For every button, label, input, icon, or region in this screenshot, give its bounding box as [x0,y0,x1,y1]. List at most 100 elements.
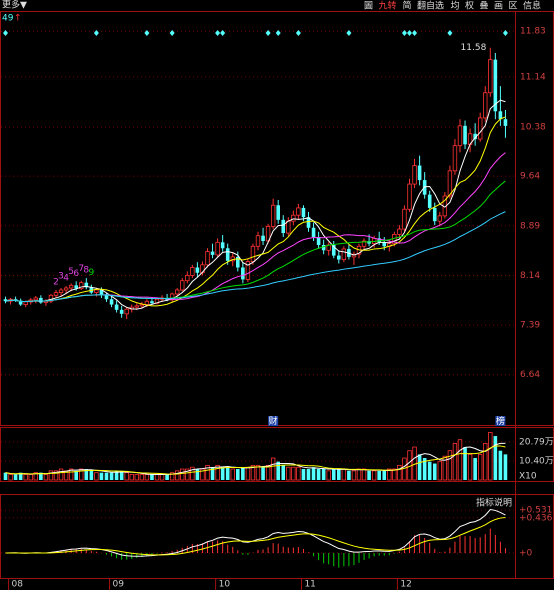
sequence-label: 6 [73,269,79,279]
volume-bar [306,469,311,480]
volume-ma-line [5,445,506,475]
volume-bar [442,455,448,481]
toolbar-button[interactable]: 均 [451,0,460,12]
volume-bar [23,474,28,481]
volume-bar [114,470,119,480]
toolbar-button[interactable]: 叠 [480,1,489,12]
toolbar-button[interactable]: 信息 [523,0,541,12]
candle-body [447,170,453,197]
signal-marker[interactable] [3,30,8,36]
candle-body [53,292,59,296]
toolbar-button[interactable]: 圖 [364,1,373,12]
sequence-label: 2 [53,277,59,287]
volume-bar [190,466,195,481]
volume-bar [447,450,453,481]
candle-body [483,92,488,119]
volume-bar [174,470,180,481]
signal-marker[interactable] [169,30,175,36]
volume-bar [43,474,49,481]
signal-marker[interactable] [275,30,281,36]
toolbar-button[interactable]: 翻自选 [417,0,444,12]
candle-body [488,59,493,94]
toolbar-button[interactable]: 权 [465,0,474,12]
signal-marker[interactable] [93,30,99,36]
candle-body [180,280,185,291]
toolbar-button[interactable]: 简 [403,0,412,12]
signal-marker[interactable] [144,30,150,36]
menu[interactable]: 更多▼ [2,0,27,11]
toolbar-button[interactable]: 画 [494,1,503,12]
signal-marker[interactable] [401,30,407,36]
toolbar-button[interactable]: 区 [509,1,518,12]
signal-marker[interactable] [412,30,418,36]
macd-dea [5,516,506,556]
volume-bar [377,470,381,480]
event-marker-box[interactable] [495,416,506,426]
volume-bar [241,467,245,480]
candle-body [477,117,483,140]
volume-bar [261,467,265,480]
candle-body [250,245,256,262]
volume-bar [8,474,13,481]
candle-body [210,251,215,255]
volume-bar [417,454,422,480]
candle-body [417,165,422,181]
ma-line [5,152,506,302]
signal-marker[interactable] [295,30,301,36]
volume-bar [493,436,498,480]
volume-bar [326,470,331,481]
volume-bar [265,464,271,481]
candle-body [205,251,210,266]
event-marker[interactable]: 榜 [496,415,505,427]
volume-bar [225,467,230,480]
volume-bar [180,468,185,481]
volume-bar [33,472,38,481]
volume-bar [351,470,357,481]
signal-marker[interactable] [265,30,271,36]
volume-bar [144,474,150,481]
event-marker-box[interactable] [268,416,279,426]
candle-body [139,304,145,307]
signal-marker[interactable] [502,30,508,36]
toolbar-button[interactable]: 九转 [379,0,397,12]
candle-body [427,194,432,208]
volume-bar [473,458,477,480]
volume-bar [99,472,104,480]
candle-body [341,248,347,260]
signal-marker[interactable] [447,30,453,36]
candle-body [39,297,43,303]
candle-body [190,267,195,276]
candle-body [503,119,508,126]
candle-body [195,267,200,273]
ma-line [5,211,506,302]
volume-bar [316,469,321,480]
signal-marker[interactable] [220,30,226,36]
signal-marker[interactable] [346,30,352,36]
volume-bar [432,463,437,480]
candle-body [18,300,23,305]
volume-bar [341,468,347,481]
volume-bar [236,469,240,480]
volume-bar [220,467,225,480]
volume-bar [18,472,23,480]
macd-title: 指标说明 [476,497,512,509]
candle-body [397,228,402,235]
candle-body [331,244,336,256]
volume-bar [119,470,124,480]
candle-body [498,111,503,120]
volume-bar [230,468,235,481]
event-marker[interactable]: 财 [269,415,278,427]
signal-marker[interactable] [215,30,221,36]
volume-bar [457,439,463,481]
volume-bar [139,474,145,481]
candle-body [291,214,296,222]
x-tick-label: 09 [113,580,125,590]
candle-body [452,145,458,172]
candle-body [463,125,467,145]
sequence-label: 9 [88,268,94,278]
candle-body [114,304,119,310]
x-tick-label: 12 [400,580,411,590]
signal-marker[interactable] [407,30,412,36]
volume-bar [255,464,261,481]
